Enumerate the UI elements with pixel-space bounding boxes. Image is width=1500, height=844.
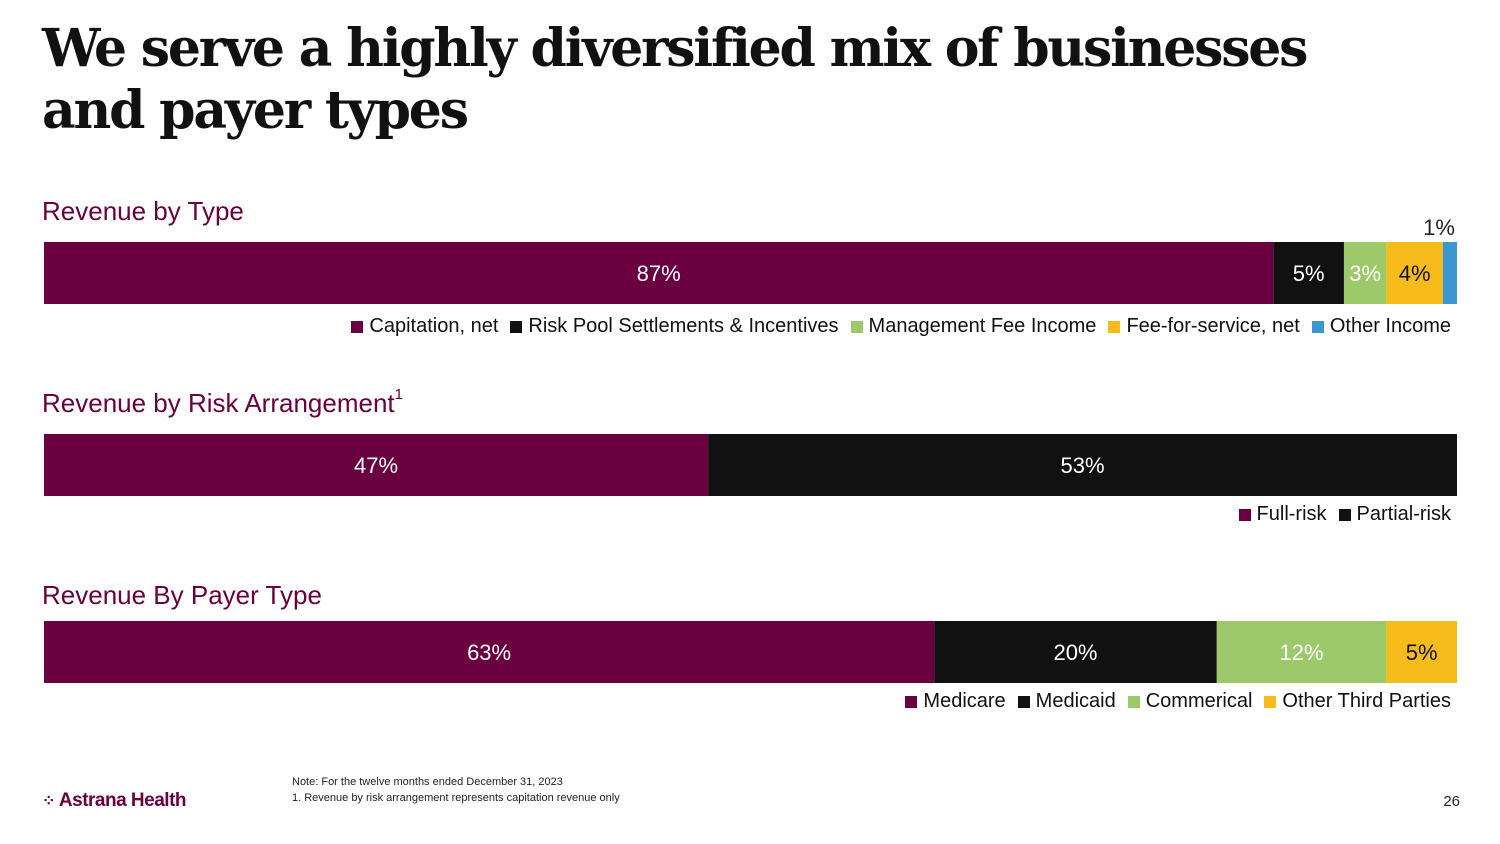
data-label-full-risk: 47% [354, 453, 398, 478]
legend-label: Other Income [1329, 315, 1451, 337]
data-label-partial-risk: 53% [1061, 453, 1105, 478]
legend-label: Medicare [923, 690, 1006, 712]
data-label-commerical: 12% [1280, 640, 1324, 665]
stacked-bar-revenue-by-payer-type: 63% 20% 12% 5% [44, 621, 1457, 683]
stacked-bar-revenue-by-type: 87% 5% 3% 4% 1% [44, 215, 1457, 304]
page-title: We serve a highly diversified mix of bus… [42, 18, 1308, 141]
legend-label: Full-risk [1256, 503, 1327, 525]
data-label-management-fee-income: 3% [1349, 261, 1381, 286]
legend-swatch [850, 320, 863, 333]
data-label-capitation-net: 87% [637, 261, 681, 286]
bar-segment-medicare [44, 621, 935, 683]
legend-item-commerical: Commerical [1127, 690, 1253, 713]
data-label-medicaid: 20% [1053, 640, 1097, 665]
legend-item-medicare: Medicare [905, 690, 1006, 713]
data-label-risk-pool-settlements-incentives: 5% [1293, 261, 1325, 286]
legend-swatch [510, 320, 523, 333]
legend-item-capitation-net: Capitation, net [351, 315, 498, 338]
data-label-other-third-parties: 5% [1406, 640, 1438, 665]
legend-swatch [1311, 320, 1324, 333]
bar-segment-partial-risk [708, 434, 1457, 496]
chart-title-revenue-by-type: Revenue by Type [42, 196, 244, 226]
footnote: Note: For the twelve months ended Decemb… [292, 774, 620, 806]
legend-swatch [1338, 508, 1351, 521]
legend-label: Medicaid [1035, 690, 1116, 712]
chart-title-revenue-by-risk-arrangement: Revenue by Risk Arrangement1 [42, 386, 403, 418]
chart-title-revenue-by-payer-type: Revenue By Payer Type [42, 580, 322, 610]
legend-item-risk-pool-settlements-incentives: Risk Pool Settlements & Incentives [510, 315, 839, 338]
legend-label: Capitation, net [369, 315, 499, 337]
footnote-line-2: 1. Revenue by risk arrangement represent… [292, 792, 620, 804]
legend-revenue-by-payer-type: Medicare Medicaid Commerical Other Third Pa… [905, 690, 1451, 713]
stacked-bar-revenue-by-risk-arrangement: 47% 53% [44, 434, 1457, 496]
data-label-other-income: 1% [1423, 215, 1455, 240]
legend-label: Commerical [1145, 690, 1253, 712]
legend-swatch [1264, 695, 1277, 708]
legend-item-other-third-parties: Other Third Parties [1264, 690, 1451, 713]
footnote-line-1: Note: For the twelve months ended Decemb… [292, 776, 563, 788]
legend-swatch [1238, 508, 1251, 521]
legend-swatch [1108, 320, 1121, 333]
legend-swatch [351, 320, 364, 333]
sparkle-dots-icon: ⁘ [42, 793, 55, 810]
bar-segment-risk-pool-settlements-incentives [1273, 242, 1344, 304]
legend-label: Management Fee Income [868, 315, 1097, 337]
data-label-fee-for-service-net: 4% [1399, 261, 1431, 286]
legend-swatch [1127, 695, 1140, 708]
legend-swatch [905, 695, 918, 708]
bar-segment-other-third-parties [1386, 621, 1457, 683]
legend-label: Other Third Parties [1282, 690, 1451, 712]
bar-segment-full-risk [44, 434, 709, 496]
bar-segment-commerical [1216, 621, 1387, 683]
data-label-medicare: 63% [467, 640, 511, 665]
legend-revenue-by-type: Capitation, net Risk Pool Settlements & I… [351, 315, 1451, 338]
legend-item-full-risk: Full-risk [1238, 503, 1327, 526]
legend-item-fee-for-service-net: Fee-for-service, net [1108, 315, 1300, 338]
legend-swatch [1017, 695, 1030, 708]
legend-revenue-by-risk-arrangement: Full-risk Partial-risk [1238, 503, 1451, 526]
bar-segment-other-income [1442, 242, 1457, 304]
bar-segment-management-fee-income [1343, 242, 1387, 304]
page-number: 26 [1443, 793, 1460, 810]
legend-item-management-fee-income: Management Fee Income [850, 315, 1097, 338]
bar-segment-medicaid [934, 621, 1217, 683]
legend-item-medicaid: Medicaid [1017, 690, 1116, 713]
legend-label: Fee-for-service, net [1126, 315, 1300, 337]
bar-segment-fee-for-service-net [1386, 242, 1443, 304]
legend-item-partial-risk: Partial-risk [1338, 503, 1451, 526]
astrana-health-logo: ⁘ Astrana Health [42, 790, 187, 811]
legend-label: Risk Pool Settlements & Incentives [528, 315, 839, 337]
legend-item-other-income: Other Income [1311, 315, 1451, 338]
bar-segment-capitation-net [44, 242, 1274, 304]
legend-label: Partial-risk [1356, 503, 1451, 525]
